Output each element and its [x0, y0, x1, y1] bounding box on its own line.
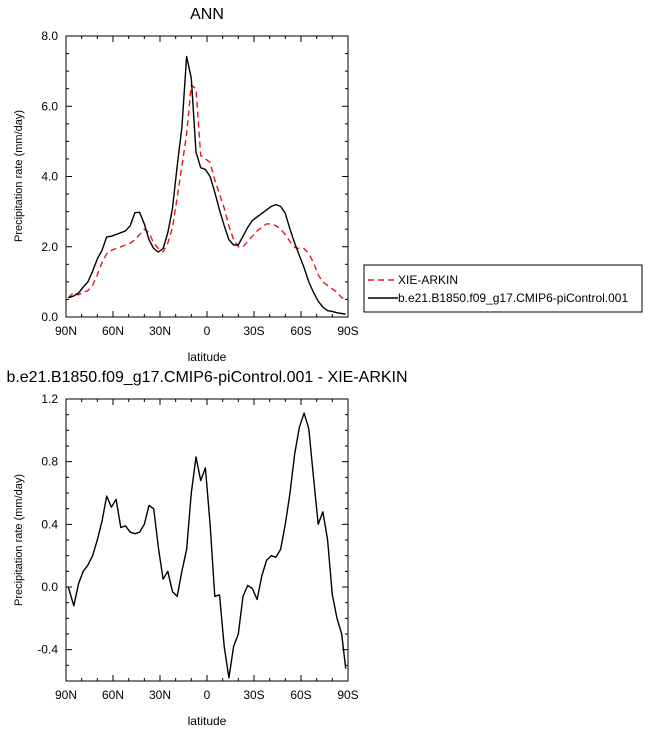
legend-label-cmip6: b.e21.B1850.f09_g17.CMIP6-piControl.001 [398, 291, 628, 305]
bottom-panel-difference: b.e21.B1850.f09_g17.CMIP6-piControl.001 … [6, 369, 407, 728]
top-legend: XIE-ARKIN b.e21.B1850.f09_g17.CMIP6-piCo… [363, 264, 643, 313]
bottom-series-line-0 [67, 412, 347, 679]
top-series-line-xie-arkin [67, 84, 346, 300]
top-y-tick-label-0-0: 0.0 [41, 310, 58, 324]
bottom-x-tick-label-0: 0 [204, 688, 211, 702]
top-y-tick-label-2-0: 2.0 [41, 240, 58, 254]
top-x-tick-label-90s: 90S [337, 324, 358, 338]
bottom-x-tick-label-30s: 30S [243, 688, 264, 702]
top-y-tick-label-4-0: 4.0 [41, 170, 58, 184]
bottom-x-axis-label: latitude [188, 714, 227, 728]
bottom-x-tick-label-90s: 90S [337, 688, 358, 702]
bottom-y-tick-label-0-4: -0.4 [37, 643, 58, 657]
top-x-tick-label-90n: 90N [55, 324, 77, 338]
top-chart-title: ANN [190, 6, 224, 23]
legend-label-xie-arkin: XIE-ARKIN [398, 273, 458, 287]
bottom-plot-area: 90N 60N 30N 0 30S 60S 90S -0.4 0.0 0.4 0.8 1.2 [37, 392, 358, 702]
top-y-tick-label-6-0: 6.0 [41, 99, 58, 113]
top-y-tick-label-8-0: 8.0 [41, 29, 58, 43]
bottom-y-tick-label-0-0: 0.0 [41, 580, 58, 594]
bottom-x-tick-label-60s: 60S [290, 688, 311, 702]
bottom-x-tick-label-30n: 30N [149, 688, 171, 702]
bottom-x-tick-label-90n: 90N [55, 688, 77, 702]
top-x-tick-label-60s: 60S [290, 324, 311, 338]
top-y-axis-label: Precipitation rate (mm/day) [13, 110, 25, 242]
bottom-y-tick-label-0-4: 0.4 [41, 517, 58, 531]
bottom-chart-title: b.e21.B1850.f09_g17.CMIP6-piControl.001 … [6, 369, 407, 386]
top-x-tick-label-0: 0 [204, 324, 211, 338]
top-x-tick-label-30n: 30N [149, 324, 171, 338]
bottom-y-tick-label-1-2: 1.2 [41, 392, 58, 406]
top-x-tick-label-30s: 30S [243, 324, 264, 338]
bottom-x-tick-label-60n: 60N [102, 688, 124, 702]
bottom-y-axis-label: Precipitation rate (mm/day) [13, 474, 25, 606]
top-plot-frame [65, 35, 349, 318]
top-plot-area: 90N 60N 30N 0 30S 60S 90S 0.0 2.0 4.0 6.0 8.0 [41, 29, 358, 338]
bottom-plot-frame [65, 398, 349, 682]
top-panel-annual-precip: ANN Precipitation rate (mm/day) latitude… [13, 6, 643, 364]
legend-box [363, 264, 643, 313]
bottom-y-tick-label-0-8: 0.8 [41, 455, 58, 469]
top-x-axis-label: latitude [188, 350, 227, 364]
top-series-line-b-e21-b1850-f09-g17-cmip6-picontrol-001 [68, 55, 346, 315]
top-x-tick-label-60n: 60N [102, 324, 124, 338]
